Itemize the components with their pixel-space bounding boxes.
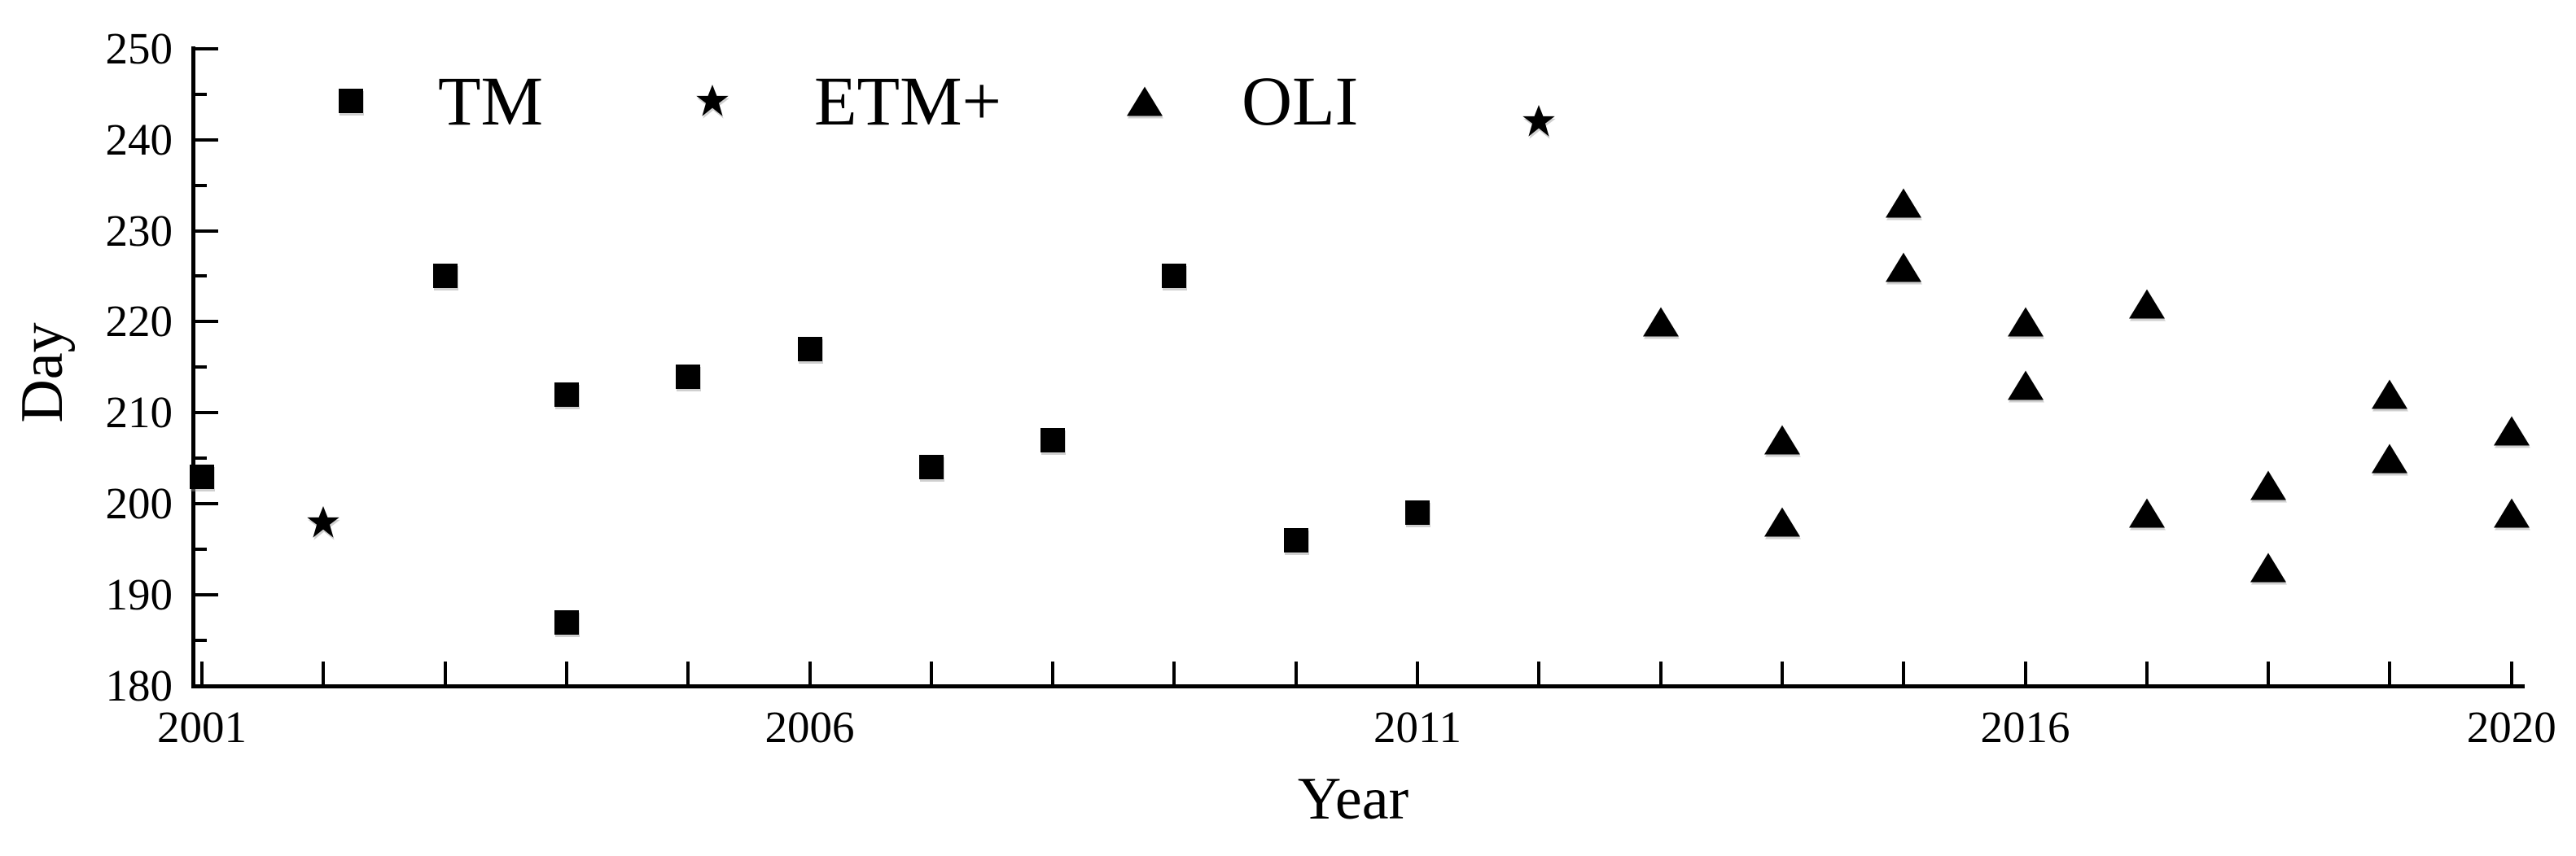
x-tick-2007 <box>929 662 933 684</box>
x-tick-label-2020: 2020 <box>2466 702 2556 752</box>
x-tick-label-2011: 2011 <box>1373 702 1461 752</box>
oli-marker <box>2493 416 2530 446</box>
x-tick-label-2001: 2001 <box>157 702 247 752</box>
y-tick-label-240: 240 <box>105 114 173 164</box>
tm-legend-label: TM <box>438 62 543 140</box>
oli-marker <box>2372 443 2408 474</box>
tm-marker <box>554 382 579 407</box>
x-tick-2015 <box>1902 662 1906 684</box>
x-tick-2014 <box>1780 662 1784 684</box>
y-tick-240 <box>195 138 218 142</box>
oli-marker <box>1886 252 1922 282</box>
etm-marker <box>1522 105 1556 137</box>
x-tick-2002 <box>322 662 326 684</box>
x-tick-2018 <box>2267 662 2271 684</box>
oli-marker <box>2007 307 2044 337</box>
tm-marker <box>797 336 822 361</box>
oli-marker <box>2372 379 2408 409</box>
tm-marker <box>190 464 214 489</box>
oli-marker <box>2128 498 2165 528</box>
etm-marker <box>307 505 340 538</box>
oli-legend-triangle-icon <box>1127 86 1163 116</box>
oli-marker <box>1763 425 1800 455</box>
x-tick-2009 <box>1172 662 1176 684</box>
tm-marker <box>1283 527 1308 552</box>
tm-legend-square-icon <box>339 89 363 113</box>
x-tick-2016 <box>2023 662 2027 684</box>
y-tick-label-210: 210 <box>105 387 173 438</box>
y-tick-label-250: 250 <box>105 23 173 73</box>
y-tick-label-200: 200 <box>105 478 173 529</box>
y-tick-180 <box>195 684 218 688</box>
x-tick-2008 <box>1051 662 1055 684</box>
y-tick-label-220: 220 <box>105 296 173 347</box>
x-tick-2003 <box>443 662 447 684</box>
etm-legend-label: ETM+ <box>814 62 1002 140</box>
tm-marker <box>1405 500 1430 526</box>
y-tick-label-230: 230 <box>105 205 173 255</box>
y-minor-tick-225 <box>195 274 207 278</box>
x-tick-2010 <box>1294 662 1298 684</box>
x-tick-2005 <box>686 662 690 684</box>
tm-marker <box>432 264 458 289</box>
x-axis-title: Year <box>1297 766 1409 832</box>
y-tick-200 <box>195 502 218 506</box>
oli-legend-label: OLI <box>1242 62 1359 140</box>
x-tick-2001 <box>200 662 204 684</box>
x-tick-2013 <box>1658 662 1663 684</box>
x-tick-2020 <box>2509 662 2513 684</box>
oli-marker <box>2493 498 2530 528</box>
y-tick-190 <box>195 593 218 597</box>
x-tick-label-2006: 2006 <box>764 702 855 752</box>
oli-marker <box>2250 552 2287 583</box>
y-axis-line <box>191 46 195 688</box>
x-tick-2006 <box>808 662 812 684</box>
oli-marker <box>2007 370 2044 400</box>
y-tick-250 <box>195 46 218 50</box>
y-minor-tick-245 <box>195 92 207 96</box>
oli-marker <box>2250 470 2287 500</box>
etm-legend-star-icon <box>696 85 729 116</box>
oli-marker <box>2128 288 2165 319</box>
tm-marker <box>676 364 701 389</box>
y-minor-tick-235 <box>195 183 207 187</box>
x-axis-line <box>191 684 2525 688</box>
y-tick-label-180: 180 <box>105 661 173 710</box>
x-tick-2012 <box>1537 662 1541 684</box>
x-tick-2011 <box>1416 662 1419 684</box>
y-tick-220 <box>195 320 218 324</box>
tm-marker <box>918 455 944 480</box>
oli-marker <box>1763 507 1800 537</box>
oli-marker <box>1886 188 1922 218</box>
tm-marker <box>554 609 579 635</box>
y-minor-tick-205 <box>195 456 207 461</box>
y-tick-210 <box>195 411 218 415</box>
y-minor-tick-215 <box>195 365 207 369</box>
x-tick-2017 <box>2144 662 2149 684</box>
tm-marker <box>1162 264 1187 289</box>
x-tick-label-2016: 2016 <box>1980 702 2070 752</box>
oli-marker <box>1642 307 1679 337</box>
x-tick-2019 <box>2388 662 2392 684</box>
x-tick-2004 <box>564 662 568 684</box>
y-minor-tick-195 <box>195 548 207 552</box>
tm-marker <box>1040 427 1066 452</box>
y-minor-tick-185 <box>195 639 207 643</box>
y-tick-label-190: 190 <box>105 570 173 620</box>
y-tick-230 <box>195 229 218 233</box>
